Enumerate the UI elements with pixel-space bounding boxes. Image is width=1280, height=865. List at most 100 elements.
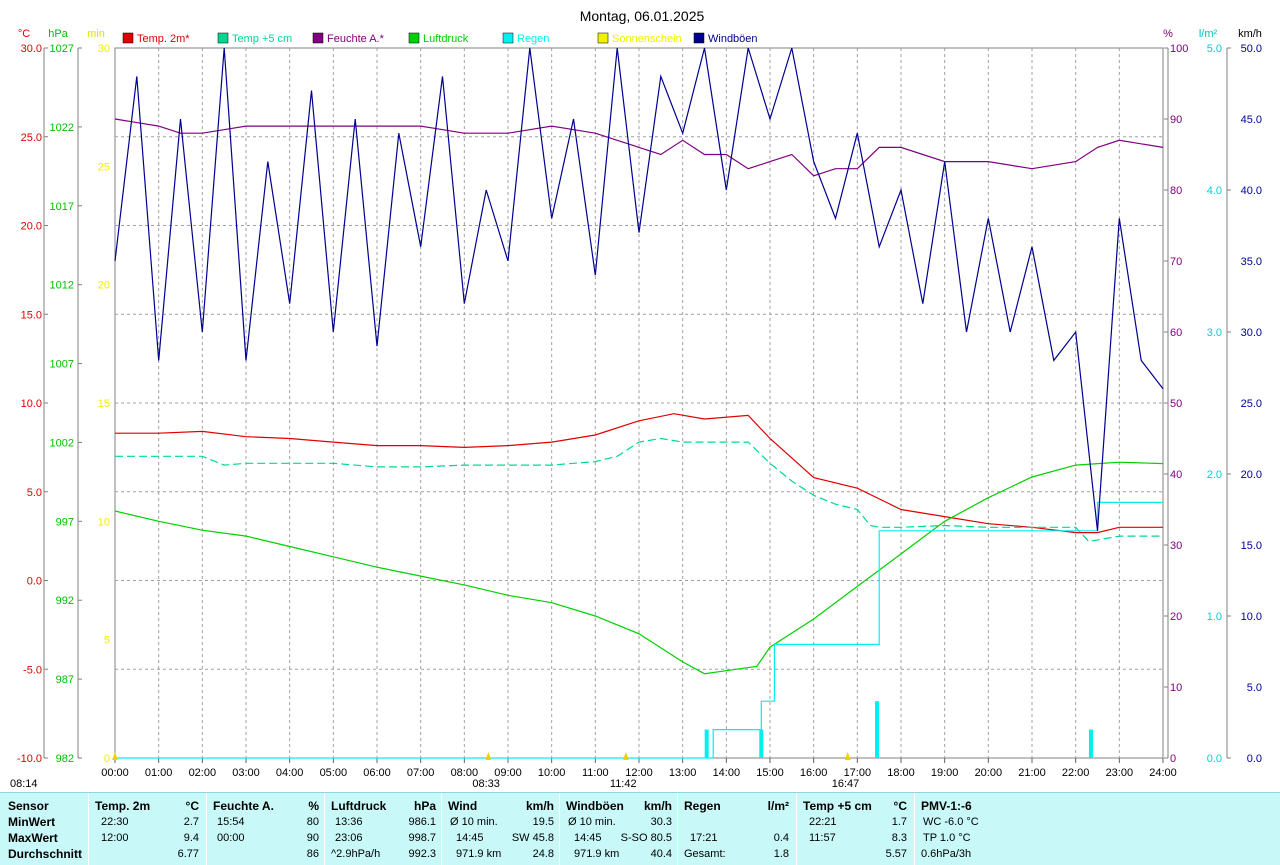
stats-row-label: MinWert (8, 815, 56, 829)
humidity-tick-label: 10 (1170, 682, 1182, 694)
temp-tick-label: -10.0 (17, 753, 42, 765)
wind-tick-label: 10.0 (1241, 611, 1262, 623)
stats-value: 998.7 (408, 832, 436, 844)
rain-bars (704, 701, 1093, 758)
stats-header: Wind (448, 799, 478, 813)
stats-time: 11:57 (809, 832, 836, 844)
sun-marker-icon (844, 752, 851, 760)
x-tick-label: 12:00 (625, 767, 653, 779)
humidity-tick-label: 90 (1170, 114, 1182, 126)
legend-label: Windböen (708, 33, 758, 45)
sun-marker-icon (112, 752, 118, 760)
stats-header: Regen (684, 799, 721, 813)
legend: Temp. 2m* Temp +5 cm Feuchte A.* Luftdruck R… (122, 32, 758, 45)
stats-value: 0.4 (773, 832, 789, 844)
pressure-tick-label: 1002 (50, 437, 74, 449)
series-line-feuchte-a- (114, 118, 1164, 177)
series-line-windb-en (114, 47, 1164, 531)
rain-tick-label: 5.0 (1207, 43, 1222, 55)
sun-tick-label: 15 (98, 398, 110, 410)
x-tick-label: 14:00 (713, 767, 741, 779)
series-line-temp-2m- (115, 413, 1163, 534)
stats-distance: 971.9 km (574, 848, 620, 860)
pressure-tick-label: 987 (56, 674, 74, 686)
humidity-tick-label: 30 (1170, 540, 1182, 552)
stats-value: 8.3 (891, 832, 907, 844)
temp-tick-label: -5.0 (23, 664, 42, 676)
x-tick-label: 17:00 (844, 767, 872, 779)
legend-label: Temp +5 cm (232, 33, 292, 45)
stats-time: 22:30 (101, 816, 129, 828)
stats-value: 1.7 (891, 816, 907, 828)
legend-swatch (312, 32, 324, 44)
stats-value: 992.3 (408, 848, 436, 860)
legend-swatch (217, 32, 229, 44)
stats-col-wind: Wind km/h Ø 10 min. 19.5 14:45 SW 45.8 9… (441, 793, 560, 865)
sun-marker-icon (485, 752, 492, 760)
legend-label: Luftdruck (423, 33, 469, 45)
stats-header: Luftdruck (331, 799, 387, 813)
humidity-tick-label: 60 (1170, 327, 1182, 339)
stats-header: Windböen (566, 799, 624, 813)
x-tick-label: 24:00 (1149, 767, 1177, 779)
sun-unit-label: min (87, 28, 105, 40)
stats-col-humidity: Feuchte A. % 15:54 80 00:00 90 86 (206, 793, 325, 865)
humidity-tick-label: 50 (1170, 398, 1182, 410)
grid (114, 47, 1164, 759)
stats-time: 15:54 (217, 816, 245, 828)
stats-trend: ^2.9hPa/h (331, 848, 381, 860)
wind-tick-label: 50.0 (1241, 43, 1262, 55)
series-line-regen (115, 501, 1163, 759)
stats-label: Ø 10 min. (450, 816, 498, 828)
x-tick-label: 02:00 (189, 767, 217, 779)
sun-tick-label: 0 (104, 753, 110, 765)
weather-chart: Montag, 06.01.2025 °C hPa min % l/m² km/… (10, 8, 1262, 790)
stats-time: 14:45 (574, 832, 602, 844)
x-tick-label: 01:00 (145, 767, 173, 779)
stats-time: 14:45 (456, 832, 484, 844)
axes: 30.0 25.0 20.0 15.0 10.0 5.0 0.0 -5.0 -10.0 1027 1… (17, 43, 1262, 779)
stats-unit: °C (893, 799, 907, 813)
stats-col-temp5cm: Temp +5 cm °C 22:21 1.7 11:57 8.3 5.57 (796, 793, 915, 865)
rain-bar (759, 729, 764, 758)
stats-value: TP 1.0 °C (923, 832, 971, 844)
stats-time: 12:00 (101, 832, 129, 844)
time-markers: 08:14 08:33 11:42 16:47 (10, 752, 859, 790)
rain-tick-label: 3.0 (1207, 327, 1222, 339)
x-tick-label: 07:00 (407, 767, 435, 779)
x-tick-label: 22:00 (1062, 767, 1090, 779)
x-tick-label: 15:00 (756, 767, 784, 779)
stats-time: 23:06 (335, 832, 363, 844)
stats-value: 5.57 (885, 848, 907, 860)
legend-label: Sonnenschein (612, 33, 682, 45)
pressure-tick-label: 982 (56, 753, 74, 765)
legend-label: Feuchte A.* (327, 33, 385, 45)
legend-label: Regen (517, 33, 549, 45)
stats-col-pressure: Luftdruck hPa 13:36 986.1 23:06 998.7 ^2… (324, 793, 442, 865)
temp-tick-label: 0.0 (27, 576, 42, 588)
wind-tick-label: 35.0 (1241, 256, 1262, 268)
x-tick-label: 19:00 (931, 767, 959, 779)
series-line-luftdruck (114, 461, 1164, 675)
temp-tick-label: 5.0 (27, 487, 42, 499)
stats-value: 6.77 (177, 848, 199, 860)
x-tick-label: 23:00 (1106, 767, 1134, 779)
stats-value: 1.8 (773, 848, 789, 860)
x-tick-label: 08:00 (451, 767, 479, 779)
stats-value: 30.3 (650, 816, 672, 828)
humidity-tick-label: 20 (1170, 611, 1182, 623)
x-tick-label: 20:00 (975, 767, 1003, 779)
stats-row-label: Durchschnitt (8, 847, 83, 861)
stats-time: 17:21 (690, 832, 718, 844)
rain-unit-label: l/m² (1199, 28, 1218, 40)
stats-value: 986.1 (408, 816, 436, 828)
x-tick-label: 13:00 (669, 767, 697, 779)
stats-row-label: MaxWert (8, 831, 58, 845)
x-tick-label: 03:00 (232, 767, 260, 779)
temp-tick-label: 15.0 (21, 309, 42, 321)
stats-time: 00:00 (217, 832, 245, 844)
stats-unit: l/m² (767, 799, 789, 813)
x-tick-label: 00:00 (101, 767, 129, 779)
chart-title: Montag, 06.01.2025 (580, 8, 705, 24)
stats-total-label: Gesamt: (684, 848, 726, 860)
